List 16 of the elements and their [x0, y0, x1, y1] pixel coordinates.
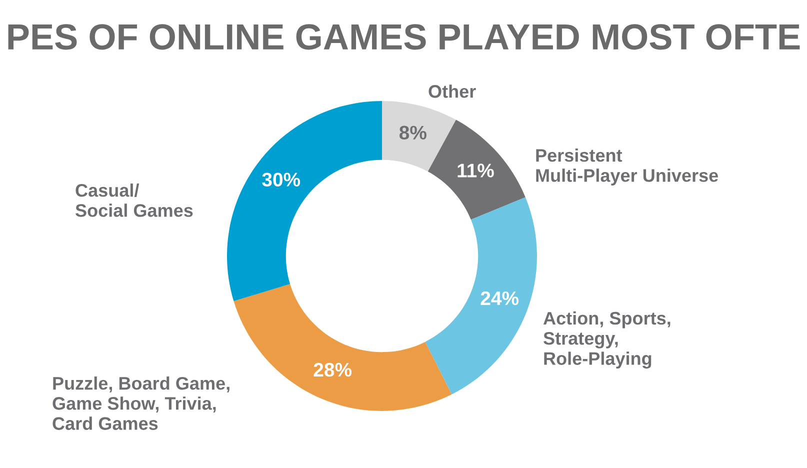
donut-slice: [382, 101, 456, 172]
data-label: 30%: [262, 172, 300, 187]
slice-label: Other: [428, 84, 476, 98]
donut-slice: [425, 197, 537, 394]
data-label: 11%: [458, 164, 494, 178]
slice-label: Persistent Multi-Player Universe: [536, 148, 718, 186]
donut-slice: [234, 284, 452, 411]
donut-slice: [428, 120, 526, 220]
data-label: 28%: [314, 362, 352, 377]
chart-title: PES OF ONLINE GAMES PLAYED MOST OFTE: [8, 24, 800, 50]
data-label: 8%: [399, 126, 426, 140]
slice-label: Puzzle, Board Game, Game Show, Trivia, Card Games: [52, 376, 230, 430]
donut-slice: [227, 101, 382, 302]
slice-label: Action, Sports, Strategy, Role-Playing: [543, 311, 670, 369]
slice-label: Casual/ Social Games: [76, 184, 193, 217]
data-label: 24%: [480, 291, 519, 306]
